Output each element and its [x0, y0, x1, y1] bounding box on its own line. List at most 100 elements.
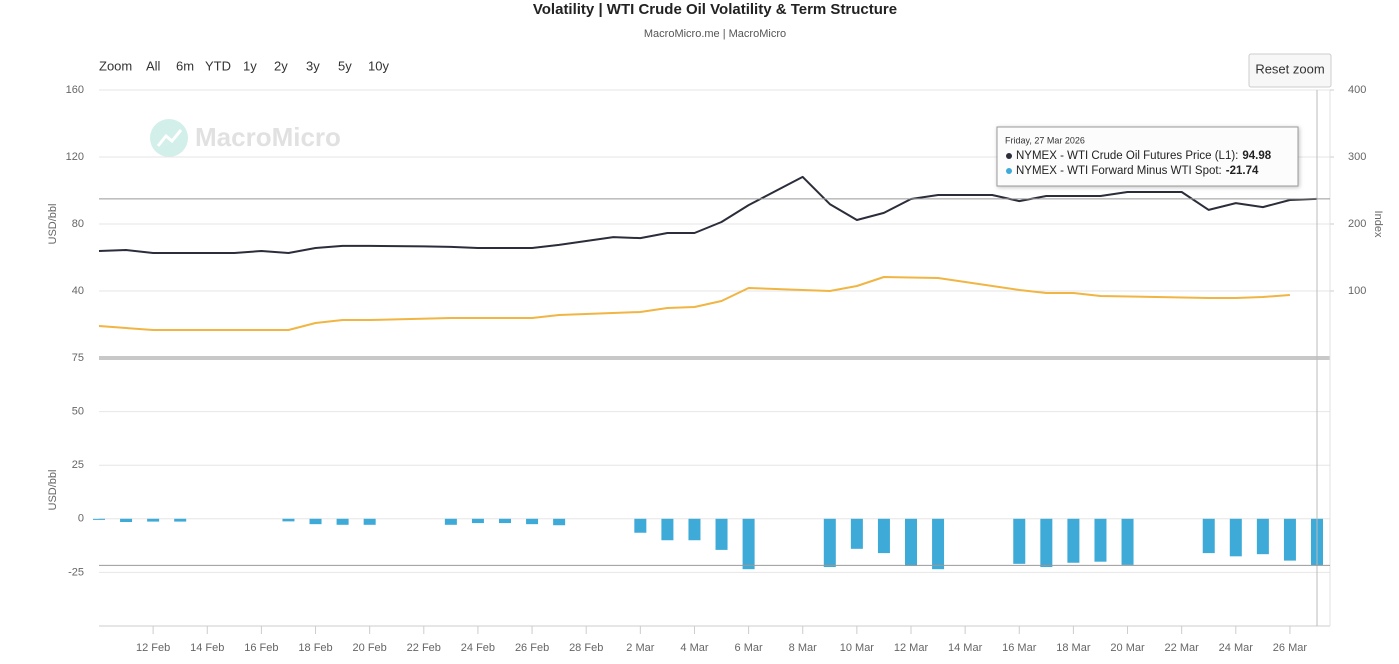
y-tick-label: -25: [68, 566, 84, 578]
y-axis-title: USD/bbl: [47, 470, 59, 511]
bar: [147, 518, 160, 522]
range-button[interactable]: 3y: [306, 58, 320, 73]
range-button[interactable]: 5y: [338, 58, 352, 73]
plot-area: 40 80 120 160 100 200 300 400 -25 0 25 50 75 12 Feb 14…: [66, 84, 1367, 654]
tooltip-date: Friday, 27 Mar 2026: [1005, 135, 1085, 145]
range-button[interactable]: YTD: [205, 58, 231, 73]
line-series: [98, 276, 1290, 331]
tooltip-label: NYMEX - WTI Forward Minus WTI Spot:: [1016, 165, 1222, 177]
bar: [309, 518, 322, 525]
x-tick-label: 16 Feb: [244, 642, 278, 654]
watermark: MacroMicro: [150, 119, 341, 157]
y-tick-label: 75: [72, 352, 84, 364]
range-button[interactable]: 2y: [274, 58, 288, 73]
x-tick-label: 26 Feb: [515, 642, 549, 654]
x-tick-label: 28 Feb: [569, 642, 603, 654]
x-tick-label: 18 Feb: [298, 642, 332, 654]
bar: [905, 518, 917, 566]
chart-title: Volatility | WTI Crude Oil Volatility & …: [533, 1, 897, 18]
watermark-logo: [150, 119, 188, 157]
bar: [363, 518, 376, 525]
y2-tick-label: 100: [1348, 285, 1366, 297]
x-tick-label: 6 Mar: [735, 642, 763, 654]
y-tick-label: 160: [66, 84, 84, 96]
bar: [120, 518, 133, 523]
reset-zoom-label[interactable]: Reset zoom: [1255, 61, 1324, 76]
bar: [526, 518, 539, 525]
x-tick-label: 18 Mar: [1056, 642, 1091, 654]
line-series: [98, 175, 1318, 254]
x-tick-label: 12 Feb: [136, 642, 170, 654]
tooltip-value: -21.74: [1226, 165, 1259, 177]
tooltip-row: NYMEX - WTI Forward Minus WTI Spot: -21.7…: [1016, 165, 1259, 177]
bar: [932, 518, 945, 570]
bar: [1229, 518, 1242, 557]
zoom-label: Zoom: [99, 58, 132, 73]
bar: [1040, 518, 1053, 568]
x-tick-label: 26 Mar: [1273, 642, 1308, 654]
bar: [715, 518, 728, 550]
watermark-logo-mark: [156, 129, 183, 147]
y-tick-label: 50: [72, 406, 84, 418]
y-tick-label: 120: [66, 151, 84, 163]
bar: [850, 518, 863, 549]
bar: [93, 518, 105, 520]
x-tick-label: 24 Feb: [461, 642, 495, 654]
range-button[interactable]: 6m: [176, 58, 194, 73]
bar: [634, 518, 647, 533]
bar: [471, 518, 484, 524]
x-tick-label: 8 Mar: [789, 642, 817, 654]
bar: [336, 518, 349, 525]
y2-tick-label: 200: [1348, 218, 1366, 230]
x-tick-label: 16 Mar: [1002, 642, 1037, 654]
y-axis-title: USD/bbl: [47, 204, 59, 245]
watermark-text: MacroMicro: [195, 122, 341, 152]
x-tick-label: 22 Feb: [407, 642, 441, 654]
y-tick-label: 0: [78, 513, 84, 525]
y2-tick-label: 400: [1348, 84, 1366, 96]
toolbar: Zoom All 6m YTD 1y 2y 3y 5y 10y Reset zo…: [99, 53, 1332, 88]
bar: [444, 518, 457, 525]
bar: [553, 518, 566, 526]
range-button[interactable]: 1y: [243, 58, 257, 73]
reset-zoom-button[interactable]: Reset zoom: [1248, 53, 1332, 88]
y-tick-label: 40: [72, 285, 84, 297]
bar: [688, 518, 701, 541]
x-tick-label: 2 Mar: [626, 642, 654, 654]
bar: [1013, 518, 1026, 564]
bar: [742, 518, 755, 570]
bar: [877, 518, 890, 554]
x-tick-label: 20 Feb: [353, 642, 387, 654]
x-tick-label: 10 Mar: [840, 642, 875, 654]
tooltip-row: NYMEX - WTI Crude Oil Futures Price (L1)…: [1016, 150, 1272, 162]
y-tick-label: 80: [72, 218, 84, 230]
x-tick-label: 20 Mar: [1110, 642, 1145, 654]
x-tick-label: 24 Mar: [1219, 642, 1254, 654]
range-button[interactable]: 10y: [368, 58, 389, 73]
bar: [174, 518, 187, 522]
x-tick-label: 14 Feb: [190, 642, 224, 654]
bar: [1067, 518, 1080, 563]
range-button[interactable]: All: [146, 58, 161, 73]
y-tick-label: 25: [72, 459, 84, 471]
x-tick-label: 22 Mar: [1165, 642, 1200, 654]
bar: [1256, 518, 1269, 555]
tooltip-marker: [1006, 168, 1012, 174]
tooltip-label: NYMEX - WTI Crude Oil Futures Price (L1)…: [1016, 150, 1238, 162]
chart-subtitle: MacroMicro.me | MacroMicro: [644, 28, 786, 40]
y2-axis-title: Index: [1372, 211, 1384, 238]
y2-tick-label: 300: [1348, 151, 1366, 163]
bar: [1121, 518, 1134, 565]
bar: [823, 518, 836, 568]
x-tick-label: 14 Mar: [948, 642, 983, 654]
bar: [661, 518, 674, 541]
x-tick-label: 12 Mar: [894, 642, 929, 654]
reset-zoom-frame[interactable]: [1248, 53, 1332, 88]
bar: [1094, 518, 1107, 562]
tooltip-frame: [996, 126, 1299, 187]
x-tick-label: 4 Mar: [680, 642, 708, 654]
tooltip-marker: [1006, 153, 1012, 159]
bar: [1283, 518, 1296, 561]
bar: [499, 518, 511, 524]
